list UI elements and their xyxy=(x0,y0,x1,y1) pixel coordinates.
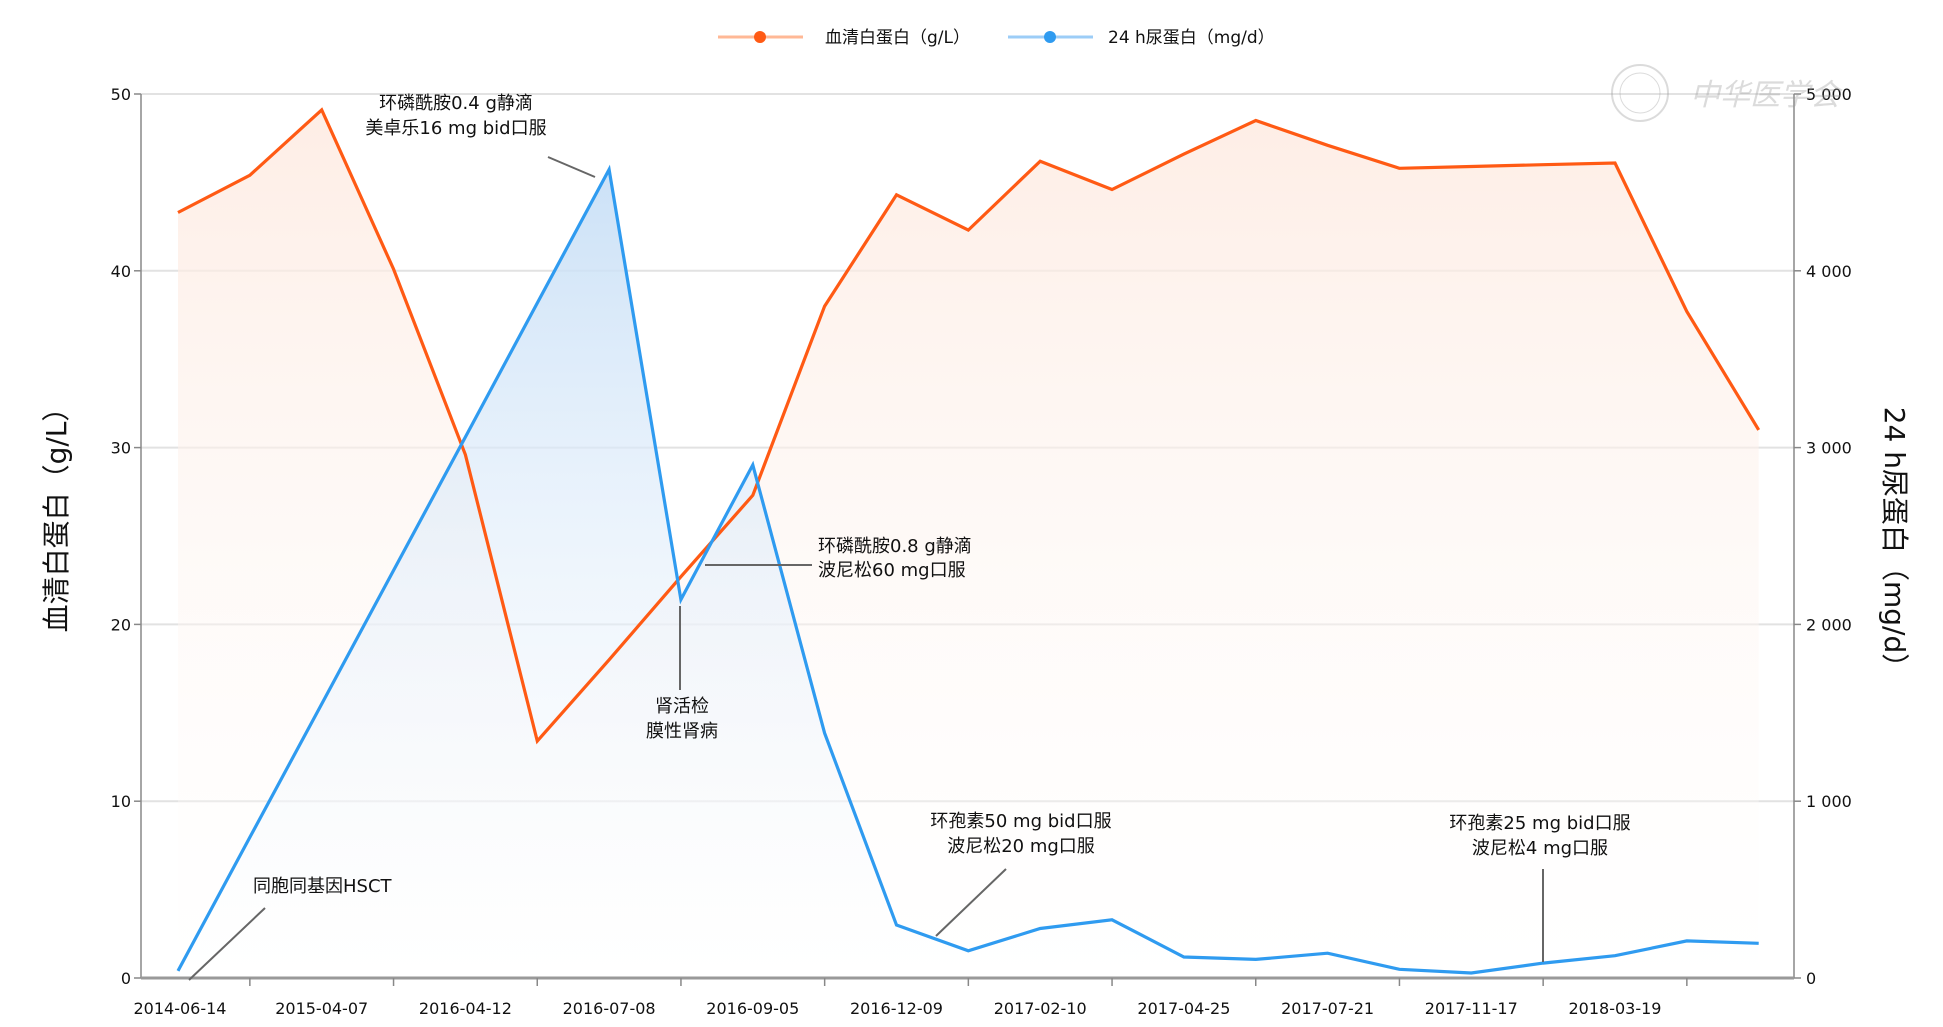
x-tick-label: 2017-02-10 xyxy=(994,999,1087,1018)
serum-albumin-line xyxy=(177,107,1761,745)
y-tick-label-left: 10 xyxy=(111,792,131,811)
y-tick-label-left: 20 xyxy=(111,615,131,634)
y-tick-label-left: 40 xyxy=(111,262,131,281)
annotation-text: 美卓乐16 mg bid口服 xyxy=(365,118,546,139)
x-tick-label: 2016-04-12 xyxy=(419,999,512,1018)
annotation: 同胞同基因HSCT xyxy=(188,876,393,981)
legend-item-serum-albumin[interactable]: 血清白蛋白（g/L） xyxy=(718,28,970,48)
legend: 血清白蛋白（g/L） 24 h尿蛋白（mg/d） xyxy=(718,28,1275,48)
annotation-text: 环磷酰胺0.8 g静滴 xyxy=(818,536,972,557)
x-tick-label: 2016-09-05 xyxy=(706,999,799,1018)
axes: 0 10 20 30 40 50 0 1 000 2 000 3 000 4 000 5 000 201… xyxy=(111,85,1852,1018)
y-tick-label-right: 2 000 xyxy=(1806,615,1852,634)
annotation-text: 环磷酰胺0.4 g静滴 xyxy=(379,93,533,114)
annotation-text: 同胞同基因HSCT xyxy=(253,876,393,897)
legend-label: 血清白蛋白（g/L） xyxy=(825,28,970,48)
x-tick-label: 2016-07-08 xyxy=(563,999,656,1018)
watermark-logo: 中华医学会 xyxy=(1611,64,1843,122)
y-tick-label-right: 1 000 xyxy=(1806,792,1852,811)
y-tick-label-right: 5 000 xyxy=(1806,85,1852,104)
y-tick-label-right: 0 xyxy=(1806,969,1816,988)
annotation-text: 环孢素25 mg bid口服 xyxy=(1449,813,1630,834)
x-tick-label: 2015-04-07 xyxy=(275,999,368,1018)
annotation-leader-line xyxy=(547,156,596,178)
y-tick-label-left: 50 xyxy=(111,85,131,104)
annotation-text: 膜性肾病 xyxy=(646,721,718,742)
watermark-text: 中华医学会 xyxy=(1690,78,1843,113)
annotation-text: 波尼松20 mg口服 xyxy=(947,836,1095,857)
legend-label: 24 h尿蛋白（mg/d） xyxy=(1108,28,1275,48)
x-tick-label: 2017-11-17 xyxy=(1425,999,1518,1018)
legend-marker-blue-icon xyxy=(1044,31,1056,43)
y-tick-label-left: 30 xyxy=(111,439,131,458)
legend-marker-orange-icon xyxy=(754,31,766,43)
y-tick-label-right: 4 000 xyxy=(1806,262,1852,281)
annotation-text: 波尼松4 mg口服 xyxy=(1472,838,1608,859)
annotation-leader-line xyxy=(935,868,1007,937)
x-tick-label: 2016-12-09 xyxy=(850,999,943,1018)
urine-protein-line xyxy=(176,164,1759,975)
annotation-text: 环孢素50 mg bid口服 xyxy=(930,811,1111,832)
x-tick-label: 2018-03-19 xyxy=(1569,999,1662,1018)
x-tick-label: 2017-04-25 xyxy=(1137,999,1230,1018)
x-tick-label: 2017-07-21 xyxy=(1281,999,1374,1018)
annotation-text: 波尼松60 mg口服 xyxy=(818,560,966,581)
annotation-text: 肾活检 xyxy=(655,696,709,717)
seal-icon xyxy=(1611,64,1669,122)
x-tick-label: 2014-06-14 xyxy=(134,999,227,1018)
annotation-leader-line xyxy=(188,907,266,981)
y-axis-right-title: 24 h尿蛋白（mg/d） xyxy=(1878,407,1911,682)
y-axis-left-title: 血清白蛋白（g/L） xyxy=(40,394,73,633)
y-tick-label-left: 0 xyxy=(121,969,131,988)
legend-item-urine-protein[interactable]: 24 h尿蛋白（mg/d） xyxy=(1008,28,1275,48)
urine-protein-area xyxy=(178,169,1759,978)
y-tick-label-right: 3 000 xyxy=(1806,439,1852,458)
